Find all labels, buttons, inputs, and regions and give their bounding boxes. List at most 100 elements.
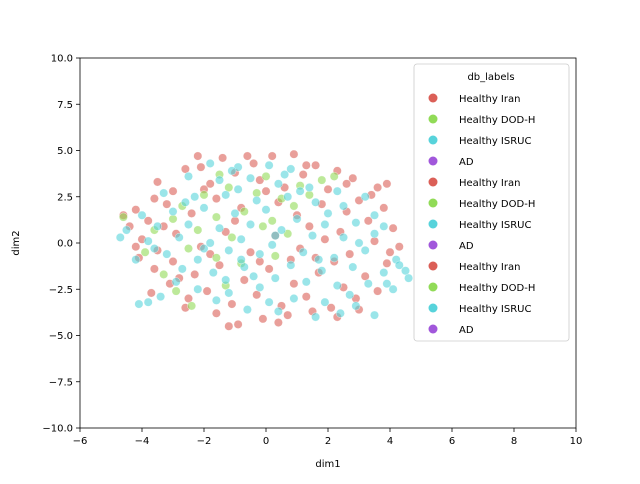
data-point [221, 275, 231, 285]
data-point [258, 221, 268, 231]
legend-label: Healthy Iran [459, 178, 520, 189]
data-point [382, 179, 392, 189]
data-point [115, 233, 125, 242]
data-point [308, 231, 317, 241]
data-point [289, 201, 299, 211]
legend-label: Healthy ISRUC [459, 304, 531, 315]
data-point [156, 292, 166, 302]
data-point [267, 151, 277, 161]
data-point [246, 220, 255, 229]
data-point [184, 244, 193, 254]
data-point [193, 255, 203, 265]
data-point [311, 197, 321, 207]
data-point [270, 273, 280, 283]
data-point [227, 166, 237, 176]
y-tick-label: 5.0 [57, 146, 73, 157]
data-point [140, 247, 150, 257]
legend-label: AD [459, 325, 474, 336]
data-point [208, 268, 218, 278]
data-point [388, 223, 398, 233]
data-point [224, 183, 234, 192]
data-point [329, 253, 339, 263]
data-point [332, 281, 342, 290]
legend-entry: Healthy ISRUC [428, 303, 531, 315]
legend-entries: Healthy Iran Healthy DOD-H Healthy ISRUC AD… [428, 93, 535, 336]
data-point [249, 271, 259, 281]
legend-entry: Healthy DOD-H [428, 198, 535, 210]
data-point [323, 184, 333, 194]
data-point [193, 225, 203, 235]
legend-entry: AD [428, 324, 474, 336]
data-point [360, 192, 370, 202]
data-point [283, 310, 293, 320]
data-point [252, 188, 262, 198]
data-point [143, 236, 153, 246]
data-point [401, 266, 410, 276]
x-tick-label: 2 [325, 436, 331, 447]
data-point [345, 249, 355, 259]
y-tick-label: 7.5 [57, 100, 73, 111]
data-point [122, 225, 131, 235]
data-point [342, 179, 352, 189]
data-point [311, 160, 321, 170]
data-point [190, 192, 200, 202]
data-point [298, 170, 308, 180]
legend-marker [428, 198, 438, 208]
data-point [199, 190, 209, 200]
data-point [320, 234, 330, 244]
data-point [193, 284, 203, 294]
legend-marker [428, 156, 438, 166]
data-point [360, 271, 370, 281]
data-point [149, 194, 159, 204]
legend-entry: Healthy DOD-H [428, 282, 535, 294]
data-point [242, 305, 252, 315]
y-tick-label: −5.0 [49, 331, 73, 342]
x-tick-label: 4 [387, 436, 393, 447]
data-point [286, 164, 296, 174]
legend-label: Healthy ISRUC [459, 136, 531, 147]
data-point [199, 203, 209, 213]
data-point [379, 268, 389, 278]
legend-entry: Healthy Iran [428, 261, 520, 273]
y-tick-label: 10.0 [51, 54, 73, 65]
data-point [261, 171, 271, 181]
data-point [255, 257, 265, 266]
legend-label: AD [459, 241, 474, 252]
data-point [180, 197, 190, 207]
data-point [304, 183, 314, 192]
data-point [215, 260, 224, 270]
data-point [174, 233, 184, 242]
data-point [388, 284, 398, 294]
data-point [211, 308, 221, 318]
data-point [233, 319, 243, 329]
data-point [187, 301, 197, 311]
legend-label: Healthy DOD-H [459, 115, 535, 126]
data-point [261, 205, 271, 215]
data-point [239, 262, 249, 272]
data-point [205, 159, 215, 168]
data-point [351, 218, 361, 228]
data-point [298, 247, 308, 257]
legend-marker [428, 282, 438, 292]
legend-marker [428, 114, 438, 124]
data-point [382, 258, 392, 268]
data-point [168, 207, 178, 217]
data-point [211, 194, 221, 204]
data-point [190, 270, 200, 279]
data-point [348, 173, 358, 183]
data-point [149, 264, 159, 274]
data-point [286, 260, 296, 270]
data-point [283, 192, 293, 202]
data-point [273, 318, 283, 327]
data-point [267, 240, 277, 250]
data-point [317, 175, 327, 185]
legend-entry: Healthy Iran [428, 93, 520, 105]
data-point [270, 231, 280, 241]
data-point [230, 216, 240, 226]
legend-marker [428, 261, 438, 271]
data-point [267, 216, 277, 226]
data-point [159, 270, 169, 279]
data-point [304, 221, 314, 231]
legend-marker [428, 303, 438, 313]
